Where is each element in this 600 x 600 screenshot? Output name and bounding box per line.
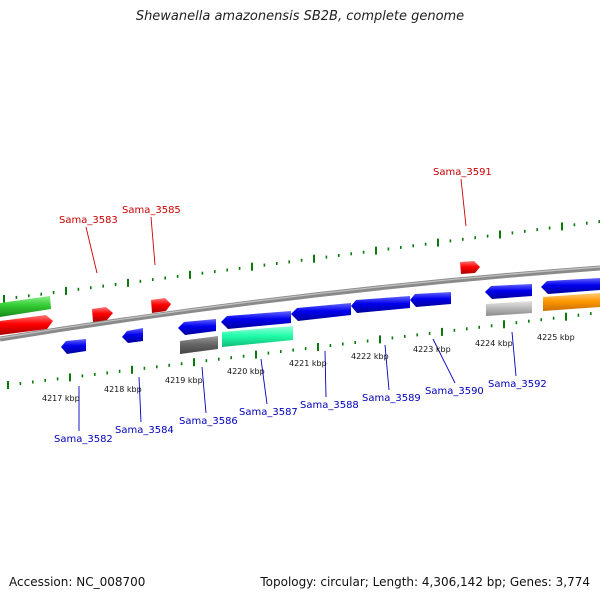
gene-sama-3587[interactable] xyxy=(221,311,291,329)
gene-label-sama-3588[interactable]: Sama_3588 xyxy=(300,400,359,411)
label-leader-line xyxy=(260,358,268,405)
label-leader-line xyxy=(432,338,456,384)
gene-label-sama-3584[interactable]: Sama_3584 xyxy=(115,425,174,436)
gene-sama-3585[interactable] xyxy=(151,298,171,313)
scale-label: 4224 kbp xyxy=(475,339,513,348)
gene-sama-3592[interactable] xyxy=(485,284,532,299)
aqua-feature[interactable] xyxy=(222,326,293,347)
orange-feature[interactable] xyxy=(543,293,600,311)
scale-label: 4220 kbp xyxy=(227,367,265,376)
label-leader-line xyxy=(138,376,142,423)
scale-label: 4225 kbp xyxy=(537,333,575,342)
label-leader-line xyxy=(324,350,327,398)
accession-label: Accession: NC_008700 xyxy=(9,575,146,589)
scale-ticks xyxy=(3,220,600,389)
forward-strand-features xyxy=(0,261,480,335)
label-leader-line xyxy=(85,226,98,274)
scale-label: 4219 kbp xyxy=(165,376,203,385)
forward-gene-labels: Sama_3583 Sama_3585 Sama_3591 xyxy=(59,167,492,226)
scale-label: 4221 kbp xyxy=(289,359,327,368)
gene-label-sama-3586[interactable]: Sama_3586 xyxy=(179,416,238,427)
scale-label: 4222 kbp xyxy=(351,352,389,361)
gene-reverse-edge[interactable] xyxy=(541,278,600,294)
label-leader-line xyxy=(201,366,207,414)
scale-label: 4223 kbp xyxy=(413,345,451,354)
gene-label-sama-3591[interactable]: Sama_3591 xyxy=(433,167,492,178)
genome-backbone xyxy=(0,265,600,342)
label-leader-line xyxy=(460,178,467,227)
gene-sama-3584[interactable] xyxy=(122,328,143,343)
gene-sama-3586[interactable] xyxy=(178,319,216,335)
map-title: Shewanella amazonensis SB2B, complete ge… xyxy=(135,9,465,24)
green-feature[interactable] xyxy=(0,296,51,317)
gene-sama-3590[interactable] xyxy=(410,292,451,307)
label-leader-line xyxy=(511,331,517,377)
scale-labels: 4217 kbp 4218 kbp 4219 kbp 4220 kbp 4221… xyxy=(42,333,575,403)
gene-sama-3583[interactable] xyxy=(92,307,113,322)
gene-label-sama-3590[interactable]: Sama_3590 xyxy=(425,386,484,397)
scale-label: 4218 kbp xyxy=(104,385,142,394)
genome-stats: Topology: circular; Length: 4,306,142 bp… xyxy=(260,575,590,589)
gene-label-sama-3592[interactable]: Sama_3592 xyxy=(488,379,547,390)
gene-label-sama-3582[interactable]: Sama_3582 xyxy=(54,434,113,445)
gene-sama-3588[interactable] xyxy=(291,303,351,321)
gene-sama-3582[interactable] xyxy=(61,339,86,354)
label-leader-lines xyxy=(78,178,517,431)
label-leader-line xyxy=(384,344,390,391)
scale-label: 4217 kbp xyxy=(42,394,80,403)
silver-feature[interactable] xyxy=(486,301,532,316)
genome-backbone-highlight xyxy=(0,266,600,339)
gene-label-sama-3587[interactable]: Sama_3587 xyxy=(239,407,298,418)
gene-label-sama-3589[interactable]: Sama_3589 xyxy=(362,393,421,404)
gene-label-sama-3585[interactable]: Sama_3585 xyxy=(122,205,181,216)
gene-forward-red-1[interactable] xyxy=(0,315,53,335)
gene-sama-3589[interactable] xyxy=(351,296,410,313)
grey-feature[interactable] xyxy=(180,336,218,354)
reverse-gene-labels: Sama_3582 Sama_3584 Sama_3586 Sama_3587 … xyxy=(54,379,547,445)
label-leader-line xyxy=(150,216,156,266)
gene-sama-3591[interactable] xyxy=(460,261,480,274)
gene-label-sama-3583[interactable]: Sama_3583 xyxy=(59,215,118,226)
reverse-strand-features xyxy=(61,278,600,354)
